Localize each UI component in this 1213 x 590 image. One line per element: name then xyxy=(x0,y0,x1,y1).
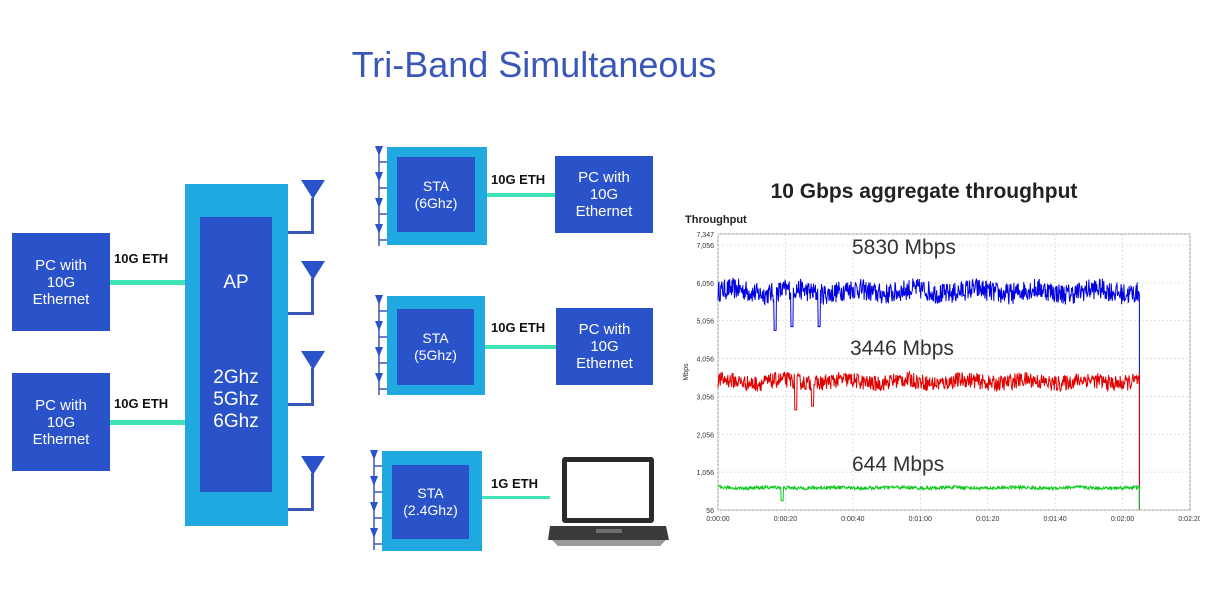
chart-title: Throughput xyxy=(685,214,747,226)
station-2-4ghz-label: STA (2.4Ghz) xyxy=(392,465,469,539)
y-tick-label: 56 xyxy=(706,508,714,515)
x-tick-label: 0:01:40 xyxy=(1043,516,1066,523)
series-line-2 xyxy=(717,483,1140,510)
station-antenna-icon xyxy=(375,146,387,246)
ap-bands-label: 2Ghz 5Ghz 6Ghz xyxy=(213,367,259,432)
station-5ghz-label: STA (5Ghz) xyxy=(397,309,474,385)
link-label-left-top: 10G ETH xyxy=(114,251,169,266)
antenna-icon xyxy=(301,351,325,370)
station-antenna-icon xyxy=(375,295,387,395)
pc-box-left-top: PC with 10G Ethernet xyxy=(12,233,110,331)
laptop-icon xyxy=(548,457,669,546)
y-tick-label: 5,056 xyxy=(696,319,714,326)
y-axis-label: Mbps xyxy=(683,363,690,381)
station-antenna-icon xyxy=(370,450,382,550)
antenna-icon xyxy=(301,456,325,475)
ethernet-link-2-4ghz xyxy=(482,496,550,499)
y-tick-label: 7,056 xyxy=(696,243,714,250)
y-tick-label: 7,347 xyxy=(696,232,714,239)
link-label-5ghz: 10G ETH xyxy=(491,320,546,335)
annotation-blue: 5830 Mbps xyxy=(852,236,956,259)
pc-box-right-1: PC with 10G Ethernet xyxy=(555,156,653,233)
link-label-left-bottom: 10G ETH xyxy=(114,396,169,411)
x-tick-label: 0:02:00 xyxy=(1111,516,1134,523)
x-tick-label: 0:00:00 xyxy=(706,516,729,523)
antenna-icon xyxy=(301,180,325,199)
ethernet-link-5ghz xyxy=(485,345,556,349)
y-tick-label: 6,056 xyxy=(696,281,714,288)
x-tick-label: 0:00:40 xyxy=(841,516,864,523)
ethernet-link-left-bottom xyxy=(110,420,185,425)
y-tick-label: 4,056 xyxy=(696,357,714,364)
series-line-1 xyxy=(717,370,1140,510)
link-label-2-4ghz: 1G ETH xyxy=(491,476,538,491)
pc-box-right-2: PC with 10G Ethernet xyxy=(556,308,653,385)
access-point-inner xyxy=(200,217,272,492)
y-tick-label: 1,056 xyxy=(696,470,714,477)
pc-box-left-bottom: PC with 10G Ethernet xyxy=(12,373,110,471)
x-tick-label: 0:01:00 xyxy=(909,516,932,523)
throughput-chart: 7,347 7,056 6,056 5,056 4,056 3,056 2,056 1,056… xyxy=(683,232,1200,523)
link-label-6ghz: 10G ETH xyxy=(491,172,546,187)
ethernet-link-left-top xyxy=(110,280,185,285)
page-title: Tri-Band Simultaneous xyxy=(351,44,717,85)
ap-label: AP xyxy=(223,272,249,293)
x-tick-label: 0:02:20 xyxy=(1178,516,1200,523)
antenna-icon xyxy=(301,261,325,280)
x-tick-label: 0:01:20 xyxy=(976,516,999,523)
chart-heading: 10 Gbps aggregate throughput xyxy=(770,180,1078,203)
plot-frame xyxy=(717,233,1191,511)
series-line-0 xyxy=(717,277,1140,510)
ethernet-link-6ghz xyxy=(487,193,555,197)
y-tick-label: 3,056 xyxy=(696,394,714,401)
x-tick-label: 0:00:20 xyxy=(774,516,797,523)
station-6ghz-label: STA (6Ghz) xyxy=(397,157,475,232)
annotation-red: 3446 Mbps xyxy=(850,337,954,360)
annotation-green: 644 Mbps xyxy=(852,453,945,476)
y-tick-label: 2,056 xyxy=(696,432,714,439)
